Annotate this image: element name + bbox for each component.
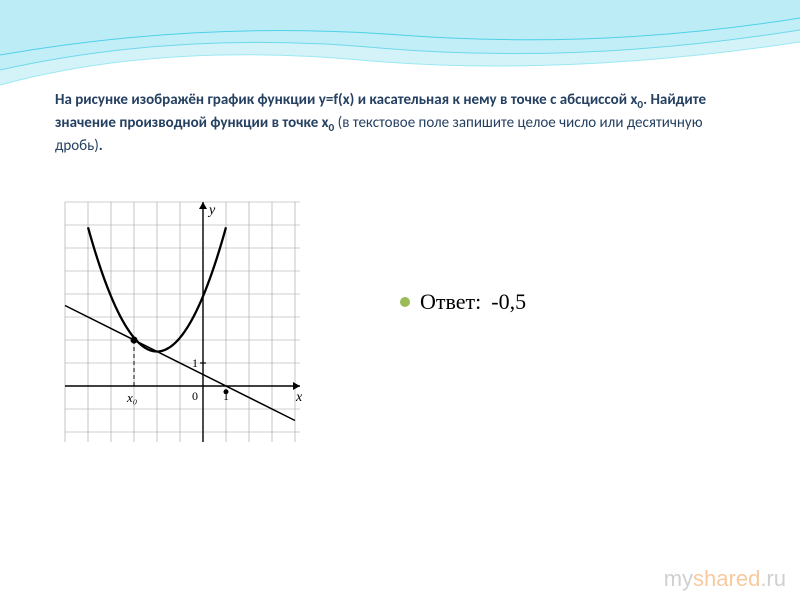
watermark: myshared.ru <box>664 566 786 592</box>
watermark-my: my <box>664 566 693 591</box>
svg-text:x₀: x₀ <box>126 390 137 405</box>
watermark-shared: shared <box>693 566 760 591</box>
svg-text:1: 1 <box>192 356 198 370</box>
slide-content: На рисунке изображён график функции y=f(… <box>0 0 800 452</box>
answer-block: Ответ: -0,5 <box>400 289 526 315</box>
bullet-icon <box>400 297 410 307</box>
body-row: y x 1 1 0 x₀ Ответ: -0,5 <box>55 192 745 452</box>
svg-text:0: 0 <box>192 389 198 403</box>
answer-label: Ответ: <box>420 289 481 315</box>
title-part1: На рисунке изображён график функции y=f(… <box>55 91 637 109</box>
answer-value: -0,5 <box>491 289 526 315</box>
title-part4: . <box>99 137 103 155</box>
problem-title: На рисунке изображён график функции y=f(… <box>55 90 745 157</box>
svg-text:y: y <box>207 203 216 218</box>
svg-text:x: x <box>295 390 303 405</box>
svg-text:1: 1 <box>223 389 229 403</box>
watermark-ru: .ru <box>760 566 786 591</box>
math-graph: y x 1 1 0 x₀ <box>55 192 310 452</box>
